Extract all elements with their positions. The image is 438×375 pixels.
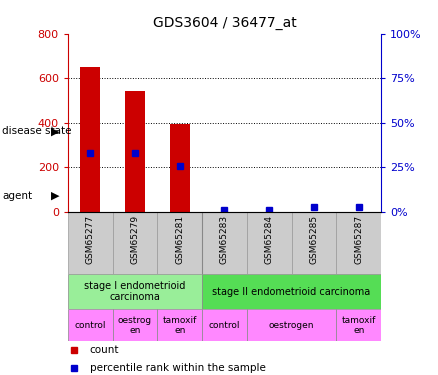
Text: GSM65279: GSM65279	[131, 215, 139, 264]
Text: agent: agent	[2, 191, 32, 201]
Text: stage II endometrioid carcinoma: stage II endometrioid carcinoma	[212, 286, 371, 297]
Bar	[247, 212, 292, 274]
Text: GSM65277: GSM65277	[86, 215, 95, 264]
Text: control: control	[209, 321, 240, 330]
Text: ▶: ▶	[51, 191, 59, 201]
Bar	[157, 212, 202, 274]
Bar	[336, 309, 381, 341]
Bar	[68, 309, 113, 341]
Bar	[80, 67, 100, 212]
Text: tamoxif
en: tamoxif en	[162, 316, 197, 335]
Bar	[247, 309, 336, 341]
Text: disease state: disease state	[2, 126, 72, 136]
Bar	[292, 212, 336, 274]
Text: tamoxif
en: tamoxif en	[342, 316, 376, 335]
Text: oestrog
en: oestrog en	[118, 316, 152, 335]
Text: oestrogen: oestrogen	[269, 321, 314, 330]
Text: control: control	[74, 321, 106, 330]
Bar	[68, 212, 113, 274]
Text: stage I endometrioid
carcinoma: stage I endometrioid carcinoma	[84, 281, 186, 302]
Text: GSM65287: GSM65287	[354, 215, 363, 264]
Bar	[113, 212, 157, 274]
Text: count: count	[90, 345, 119, 355]
Bar	[202, 212, 247, 274]
Bar	[336, 212, 381, 274]
Bar	[125, 90, 145, 212]
Bar	[157, 309, 202, 341]
Text: GSM65281: GSM65281	[175, 215, 184, 264]
Text: GSM65284: GSM65284	[265, 215, 274, 264]
Title: GDS3604 / 36477_at: GDS3604 / 36477_at	[152, 16, 297, 30]
Bar	[202, 274, 381, 309]
Text: ▶: ▶	[51, 126, 59, 136]
Bar	[170, 124, 190, 212]
Bar	[68, 274, 202, 309]
Text: GSM65283: GSM65283	[220, 215, 229, 264]
Text: GSM65285: GSM65285	[310, 215, 318, 264]
Text: percentile rank within the sample: percentile rank within the sample	[90, 363, 266, 373]
Bar	[113, 309, 157, 341]
Bar	[202, 309, 247, 341]
